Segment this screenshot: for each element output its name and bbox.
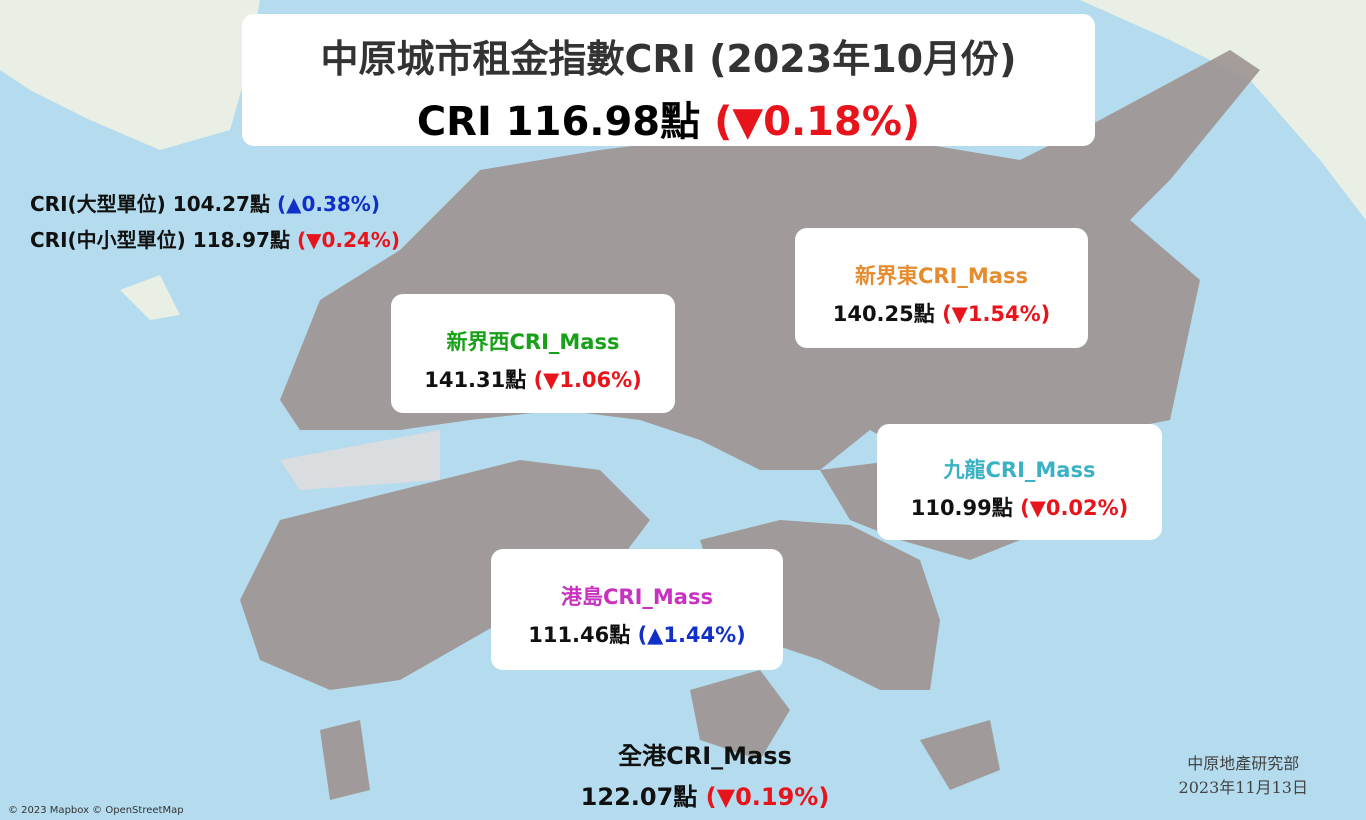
region-box: 新界東CRI_Mass 140.25點 (▼1.54%) [795, 228, 1088, 348]
value: 141.31點 [424, 368, 527, 392]
change: (▼0.19%) [705, 783, 830, 811]
source: 中原地產研究部 2023年11月13日 [1179, 750, 1308, 798]
lamma [690, 670, 790, 760]
region-value: 110.99點 (▼0.02%) [877, 492, 1162, 522]
region-box: 新界西CRI_Mass 141.31點 (▼1.06%) [391, 294, 675, 413]
value: 122.07點 [580, 783, 698, 811]
airport [280, 430, 440, 490]
header-box: 中原城市租金指數CRI (2023年10月份) CRI 116.98點 (▼0.… [242, 14, 1095, 146]
islet [120, 275, 180, 320]
region-name: 港島CRI_Mass [561, 585, 713, 609]
sub-value: 118.97點 [192, 228, 290, 252]
region-box: 九龍CRI_Mass 110.99點 (▼0.02%) [877, 424, 1162, 540]
value: 111.46點 [528, 623, 631, 647]
overall-value: 122.07點 (▼0.19%) [520, 777, 890, 812]
sub-index: CRI(中小型單位) 118.97點 (▼0.24%) [30, 224, 400, 253]
value: 140.25點 [832, 302, 935, 326]
source-org: 中原地產研究部 [1187, 754, 1300, 773]
source-date: 2023年11月13日 [1178, 778, 1308, 797]
sub-value: 104.27點 [172, 192, 270, 216]
sub-change: (▲0.38%) [276, 192, 380, 216]
change: (▼1.54%) [942, 302, 1051, 326]
change: (▼0.02%) [1020, 496, 1129, 520]
region-value: 140.25點 (▼1.54%) [795, 298, 1088, 328]
region-value: 141.31點 (▼1.06%) [391, 364, 675, 394]
overall-name: 全港CRI_Mass [618, 742, 792, 770]
sub-label: CRI(中小型單位) [30, 228, 186, 252]
change: (▲1.44%) [637, 623, 746, 647]
change: (▼1.06%) [533, 368, 642, 392]
region-name: 新界西CRI_Mass [446, 330, 620, 354]
mainland-east [1080, 0, 1366, 220]
cheung-chau [320, 720, 370, 800]
overall: 全港CRI_Mass 122.07點 (▼0.19%) [520, 736, 890, 812]
sub-label: CRI(大型單位) [30, 192, 166, 216]
value: 110.99點 [910, 496, 1013, 520]
mainland-west [0, 0, 260, 150]
sub-index: CRI(大型單位) 104.27點 (▲0.38%) [30, 188, 380, 217]
po-toi [920, 720, 1000, 790]
index-change: (▼0.18%) [714, 99, 921, 145]
header-title: 中原城市租金指數CRI (2023年10月份) [320, 37, 1017, 81]
index-value: CRI 116.98點 [416, 99, 701, 145]
region-name: 新界東CRI_Mass [855, 264, 1028, 288]
header-index: CRI 116.98點 (▼0.18%) [242, 89, 1095, 147]
region-name: 九龍CRI_Mass [943, 458, 1096, 482]
region-value: 111.46點 (▲1.44%) [491, 619, 783, 649]
sub-change: (▼0.24%) [296, 228, 400, 252]
lantau [240, 460, 650, 690]
attribution: © 2023 Mapbox © OpenStreetMap [8, 805, 184, 816]
region-box: 港島CRI_Mass 111.46點 (▲1.44%) [491, 549, 783, 670]
